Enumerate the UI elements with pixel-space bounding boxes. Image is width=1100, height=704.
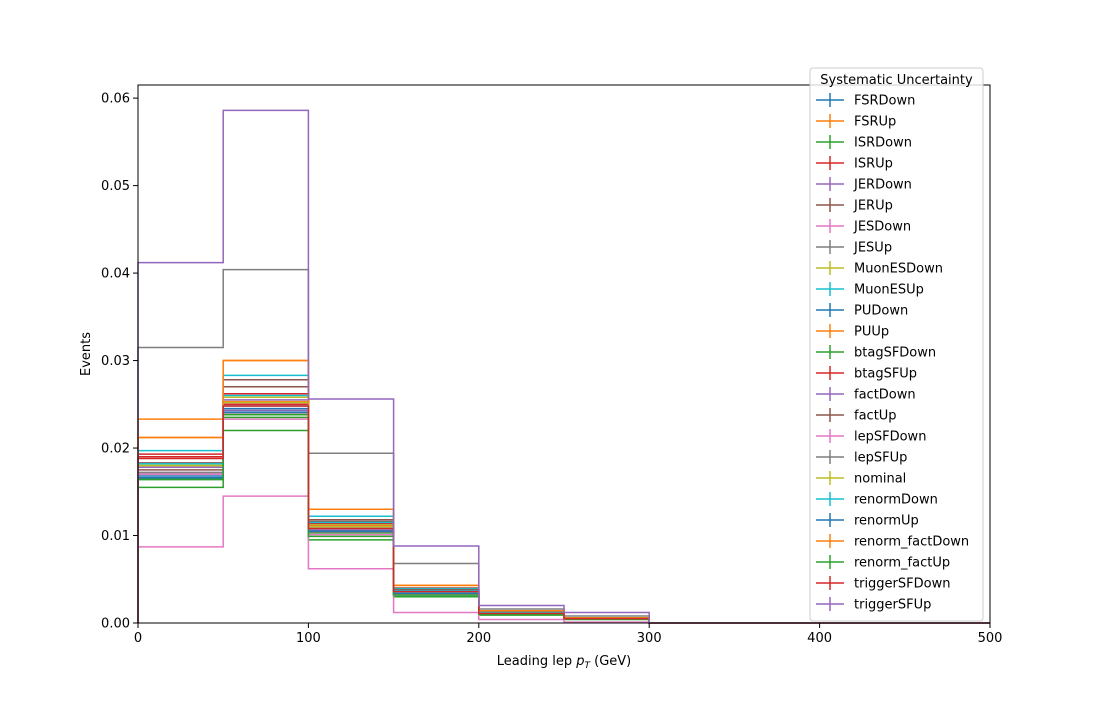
legend-label: PUDown [854,304,908,319]
legend-label: btagSFUp [854,367,917,382]
legend-entry-FSRDown: FSRDown [816,93,915,109]
x-axis: 0 100 200 300 400 500 [134,623,1003,646]
legend-label: triggerSFUp [854,598,931,613]
legend-entry-factUp: factUp [816,408,897,424]
x-tick-label: 200 [466,631,491,646]
y-tick-label: 0.05 [101,179,130,194]
legend-label: JERDown [853,178,912,193]
legend-label: factUp [854,409,897,424]
legend-label: JERUp [853,199,893,214]
legend-entry-MuonESUp: MuonESUp [816,282,924,298]
legend-entry-ISRDown: ISRDown [816,135,912,151]
y-tick-label: 0.02 [101,442,130,457]
legend-entry-lepSFDown: lepSFDown [816,429,926,445]
legend-entries: FSRDown FSRUp ISRDown ISRUp JERDown JERUp JESD… [816,93,969,613]
legend-label: MuonESDown [854,262,943,277]
y-tick-label: 0.04 [101,267,130,282]
legend-label: PUUp [854,325,889,340]
legend-label: FSRDown [854,94,915,109]
x-tick-label: 500 [978,631,1003,646]
legend-label: JESDown [853,220,911,235]
legend-label: FSRUp [854,115,896,130]
legend-box [809,67,984,622]
legend-entry-JESUp: JESUp [816,240,892,256]
x-axis-label: Leading lep pT (GeV) [497,654,631,671]
legend-entry-renorm_factDown: renorm_factDown [816,534,969,550]
legend-label: lepSFDown [854,430,926,445]
y-tick-label: 0.01 [101,529,130,544]
legend-entry-renormDown: renormDown [816,492,938,508]
legend-entry-ISRUp: ISRUp [816,156,893,172]
legend-label: ISRUp [854,157,893,172]
legend-label: triggerSFDown [854,577,950,592]
legend-entry-PUUp: PUUp [816,324,889,340]
legend-entry-lepSFUp: lepSFUp [816,450,907,466]
legend-entry-MuonESDown: MuonESDown [816,261,943,277]
y-axis-label: Events [79,332,94,376]
legend-entry-PUDown: PUDown [816,303,908,319]
legend-label: MuonESUp [854,283,924,298]
legend-entry-triggerSFDown: triggerSFDown [816,576,950,592]
legend-label: nominal [854,472,906,487]
legend-entry-btagSFUp: btagSFUp [816,366,917,382]
legend-label: JESUp [853,241,892,256]
legend-label: lepSFUp [854,451,907,466]
legend-label: factDown [854,388,916,403]
legend-entry-renorm_factUp: renorm_factUp [816,555,950,571]
legend-entry-triggerSFUp: triggerSFUp [816,597,931,613]
legend-entry-factDown: factDown [816,387,916,403]
y-tick-label: 0.06 [101,92,130,107]
legend-label: ISRDown [854,136,912,151]
y-axis: 0.00 0.01 0.02 0.03 0.04 0.05 0.06 [101,92,138,632]
legend-label: renormDown [854,493,938,508]
legend-label: renorm_factDown [854,535,969,550]
legend-entry-JESDown: JESDown [816,219,911,235]
x-tick-label: 100 [296,631,321,646]
legend-entry-JERUp: JERUp [816,198,893,214]
legend-label: btagSFDown [854,346,936,361]
x-tick-label: 400 [807,631,832,646]
axes-frame [137,84,991,624]
legend: Systematic Uncertainty FSRDown FSRUp ISRDo… [809,67,984,622]
legend-entry-btagSFDown: btagSFDown [816,345,936,361]
legend-title: Systematic Uncertainty [820,73,973,88]
legend-entry-renormUp: renormUp [816,513,919,529]
y-tick-label: 0.03 [101,354,130,369]
legend-label: renorm_factUp [854,556,950,571]
legend-entry-FSRUp: FSRUp [816,114,896,130]
legend-entry-nominal: nominal [816,471,906,487]
legend-entry-JERDown: JERDown [816,177,912,193]
y-tick-label: 0.00 [101,617,130,632]
x-tick-label: 300 [637,631,662,646]
legend-label: renormUp [854,514,919,529]
x-tick-label: 0 [134,631,142,646]
